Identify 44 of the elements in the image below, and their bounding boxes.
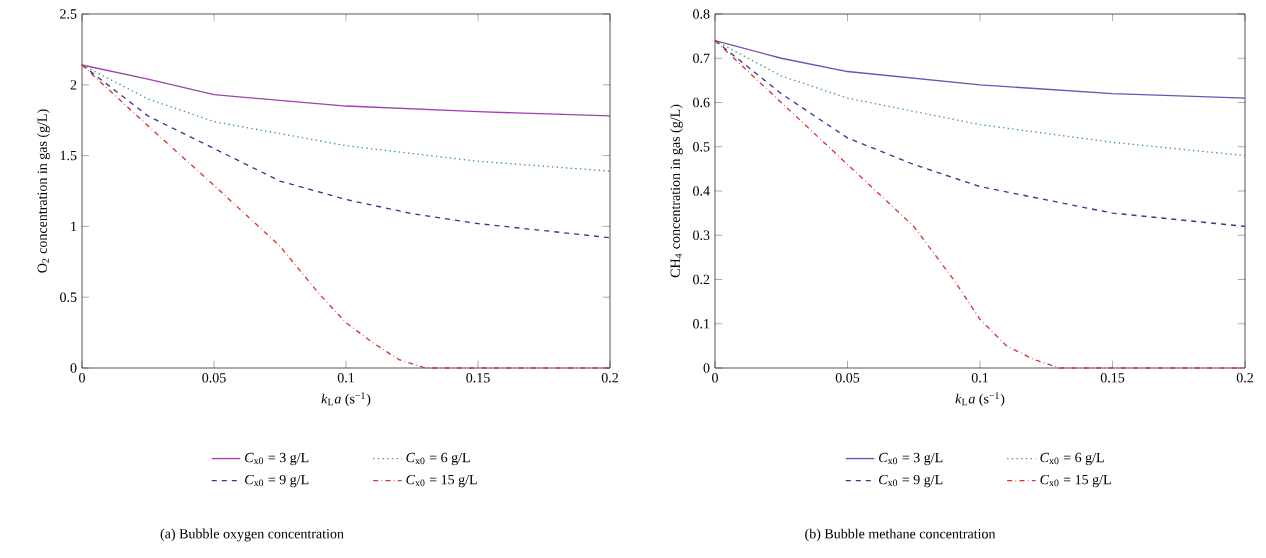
y-tick-label: 0 xyxy=(70,363,77,373)
x-tick-label: 0.05 xyxy=(202,373,226,383)
y-tick-label: 0.5 xyxy=(60,292,77,302)
line-series xyxy=(81,64,611,369)
line-series xyxy=(714,39,1246,369)
x-tick-label: 0.15 xyxy=(466,373,490,383)
text: (b) Bubble methane concentration xyxy=(805,528,996,542)
y-tick-label: 0.7 xyxy=(693,53,710,64)
legend-label: C$_{x0}$ = 15 g/L xyxy=(1040,474,1111,488)
y-tick-label: 1 xyxy=(71,221,77,232)
y-tick-label: 0.2 xyxy=(693,274,710,285)
x-tick-label: 0.15 xyxy=(1100,373,1125,383)
y-tick-label: 0.1 xyxy=(693,319,710,329)
y-axis-title: O$_{2}$ concentration in gas (g/L) xyxy=(37,109,50,273)
x-axis-title: k$_{L}$a (s$^{−1}$) xyxy=(321,392,371,407)
legend-label: C$_{x0}$ = 6 g/L xyxy=(406,452,470,466)
x-tick-label: 0.1 xyxy=(971,373,988,383)
y-tick-label: 0 xyxy=(703,363,710,373)
x-tick-label: 0.2 xyxy=(601,373,618,383)
x-tick-label: 0.05 xyxy=(835,373,860,383)
y-tick-label: 0.8 xyxy=(693,9,710,19)
text: (a) Bubble oxygen concentration xyxy=(160,528,344,542)
legend-label: C$_{x0}$ = 6 g/L xyxy=(1040,452,1104,466)
x-tick-label: 0.2 xyxy=(1236,373,1253,383)
x-axis-title: k$_{L}$a (s$^{−1}$) xyxy=(955,392,1005,407)
x-tick-label: 0.1 xyxy=(337,373,354,383)
legend-label: C$_{x0}$ = 3 g/L xyxy=(879,452,943,466)
y-axis-title: CH$_{4}$ concentration in gas (g/L) xyxy=(670,104,683,278)
y-tick-label: 2 xyxy=(70,80,77,90)
y-tick-label: 0.4 xyxy=(693,186,710,196)
legend-label: C$_{x0}$ = 15 g/L xyxy=(406,474,477,488)
legend-label: C$_{x0}$ = 3 g/L xyxy=(245,452,309,466)
x-tick-label: 0 xyxy=(712,373,718,383)
y-tick-label: 0.6 xyxy=(693,97,710,108)
y-tick-label: 0.3 xyxy=(693,230,710,241)
y-tick-label: 0.5 xyxy=(693,142,710,152)
legend-label: C$_{x0}$ = 9 g/L xyxy=(245,474,309,488)
legend-label: C$_{x0}$ = 9 g/L xyxy=(879,474,943,488)
x-tick-label: 0 xyxy=(79,373,85,383)
y-tick-label: 2.5 xyxy=(60,9,77,19)
line-series xyxy=(81,64,611,117)
line-series xyxy=(81,64,611,172)
y-tick-label: 1.5 xyxy=(60,150,77,161)
line-series xyxy=(714,39,1246,99)
